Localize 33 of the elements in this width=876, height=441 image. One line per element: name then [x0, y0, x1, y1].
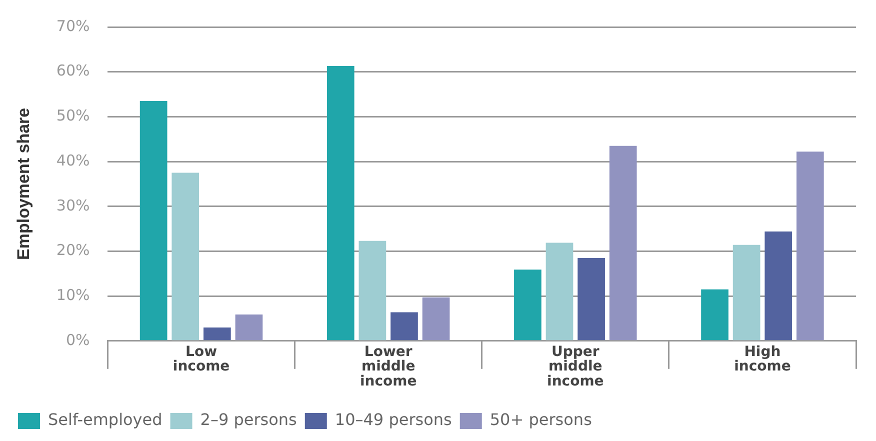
y-tick-label: 20%: [56, 241, 90, 260]
y-tick-label: 70%: [56, 16, 90, 35]
bar: [358, 240, 386, 340]
bar: [796, 152, 824, 340]
x-tick-label: Upper middle income: [547, 344, 604, 390]
x-tick-label: High income: [734, 344, 791, 375]
bar: [422, 297, 450, 340]
legend-label: 2–9 persons: [200, 410, 297, 430]
bar: [701, 289, 728, 340]
legend-label: Self-employed: [48, 410, 162, 430]
legend-label: 50+ persons: [490, 410, 592, 430]
bar: [204, 327, 231, 340]
y-tick-label: 30%: [56, 196, 90, 214]
y-tick-label: 50%: [56, 106, 90, 125]
bar: [609, 146, 637, 340]
bar: [390, 312, 418, 340]
bar: [140, 100, 168, 340]
bar: [514, 270, 542, 340]
legend-label: 10–49 persons: [334, 410, 452, 430]
x-tick-label: Lower middle income: [360, 344, 417, 390]
bar: [546, 242, 574, 340]
bar: [326, 66, 354, 340]
bar: [578, 258, 605, 340]
bar: [235, 314, 263, 340]
y-tick-label: 10%: [56, 286, 90, 304]
y-tick-label: 0%: [66, 330, 90, 349]
bar: [172, 172, 200, 340]
y-tick-label: 40%: [56, 151, 90, 170]
y-axis-title: Employment share: [14, 108, 33, 260]
x-tick-label: Low income: [172, 344, 230, 375]
y-tick-label: 60%: [56, 62, 90, 80]
bar: [732, 244, 760, 340]
bar: [764, 231, 792, 340]
